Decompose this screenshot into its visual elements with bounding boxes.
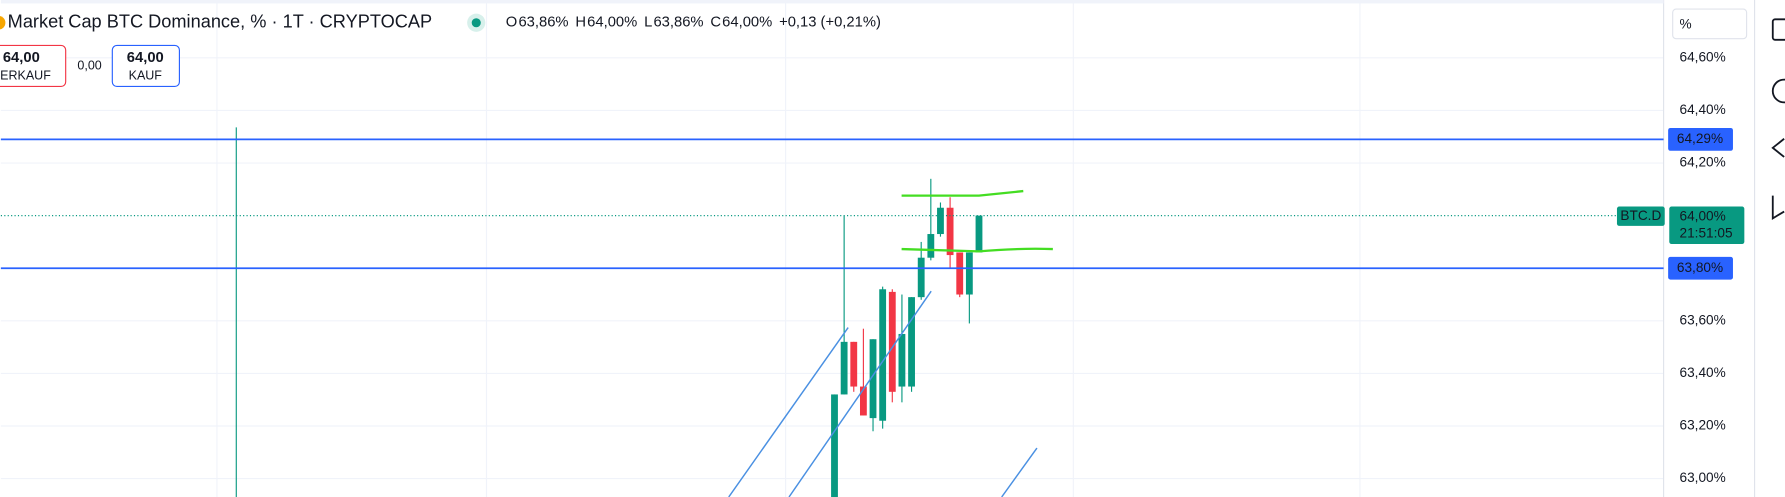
symbol-tag-label: BTC.D: [1620, 208, 1661, 223]
buy-price: 64,00: [127, 50, 164, 66]
sell-label: VERKAUF: [0, 68, 51, 82]
candle-body: [956, 252, 964, 295]
ohlc-key: L: [644, 15, 652, 31]
candle-body: [898, 333, 906, 387]
plot: [831, 178, 983, 497]
change: +0,13 (+0,21%): [779, 15, 881, 31]
candle-body: [965, 252, 973, 295]
buy-button[interactable]: [111, 44, 180, 88]
candle-body: [888, 291, 896, 392]
y-tick-label: 64,20%: [1680, 155, 1726, 170]
hand-line: [901, 247, 1053, 253]
symbol-icon: [0, 16, 6, 30]
top-border: [0, 0, 1664, 4]
candle-body: [975, 215, 983, 253]
price-tag: [1668, 256, 1733, 280]
grid: [0, 0, 1664, 497]
unit-field[interactable]: [1672, 8, 1748, 40]
spread: 0,00: [77, 58, 101, 72]
candle-body: [859, 386, 867, 416]
candle-body: [908, 297, 915, 387]
ohlc-key: H: [575, 15, 586, 31]
buy-label: KAUF: [129, 68, 163, 82]
sell-price: 64,00: [3, 50, 40, 66]
price-tag: [1668, 127, 1733, 151]
ohlc-value: 63,86%: [518, 15, 568, 31]
last-price-tag: [1669, 206, 1745, 245]
last-price-label: 64,00%: [1680, 208, 1726, 223]
candle-body: [869, 339, 877, 419]
candle-body: [917, 257, 925, 298]
y-tick-label: 63,00%: [1680, 470, 1726, 485]
candle-body: [831, 394, 838, 497]
channel-line: [788, 290, 932, 497]
symbol-tag: [1616, 206, 1665, 226]
status-dot: [471, 18, 481, 28]
candle-body: [937, 207, 944, 235]
y-tick-label: 63,60%: [1680, 312, 1726, 327]
candle-body: [879, 289, 887, 421]
price-tag-label: 63,80%: [1677, 260, 1723, 275]
candle-body: [946, 207, 954, 256]
channel-line: [1001, 447, 1038, 497]
chart-title: Market Cap BTC Dominance, % · 1T · CRYPT…: [8, 12, 433, 32]
hand-line: [901, 189, 1024, 197]
candle-body: [927, 234, 935, 258]
y-tick-label: 64,60%: [1680, 49, 1726, 64]
toolbar-icons[interactable]: [1771, 18, 1785, 220]
ohlc-value: 64,00%: [587, 15, 637, 31]
y-tick-label: 63,20%: [1680, 418, 1726, 433]
unit-label: %: [1680, 17, 1692, 32]
countdown: 21:51:05: [1680, 225, 1733, 240]
y-tick-label: 64,40%: [1680, 102, 1726, 117]
ohlc-value: 64,00%: [722, 15, 772, 31]
ohlc-value: 63,86%: [653, 15, 703, 31]
y-tick-label: 63,40%: [1680, 365, 1726, 380]
sell-button[interactable]: [0, 44, 67, 88]
candle-body: [840, 341, 848, 395]
price-axis: [1663, 0, 1755, 497]
ohlc-key: O: [506, 15, 517, 31]
price-tag-label: 64,29%: [1677, 131, 1723, 146]
ohlc-key: C: [710, 15, 721, 31]
candle-body: [850, 341, 858, 387]
ohlc-legend: O 63,86% H 64,00% L 63,86% C 64,00%: [506, 15, 772, 31]
channel-line: [728, 327, 849, 497]
